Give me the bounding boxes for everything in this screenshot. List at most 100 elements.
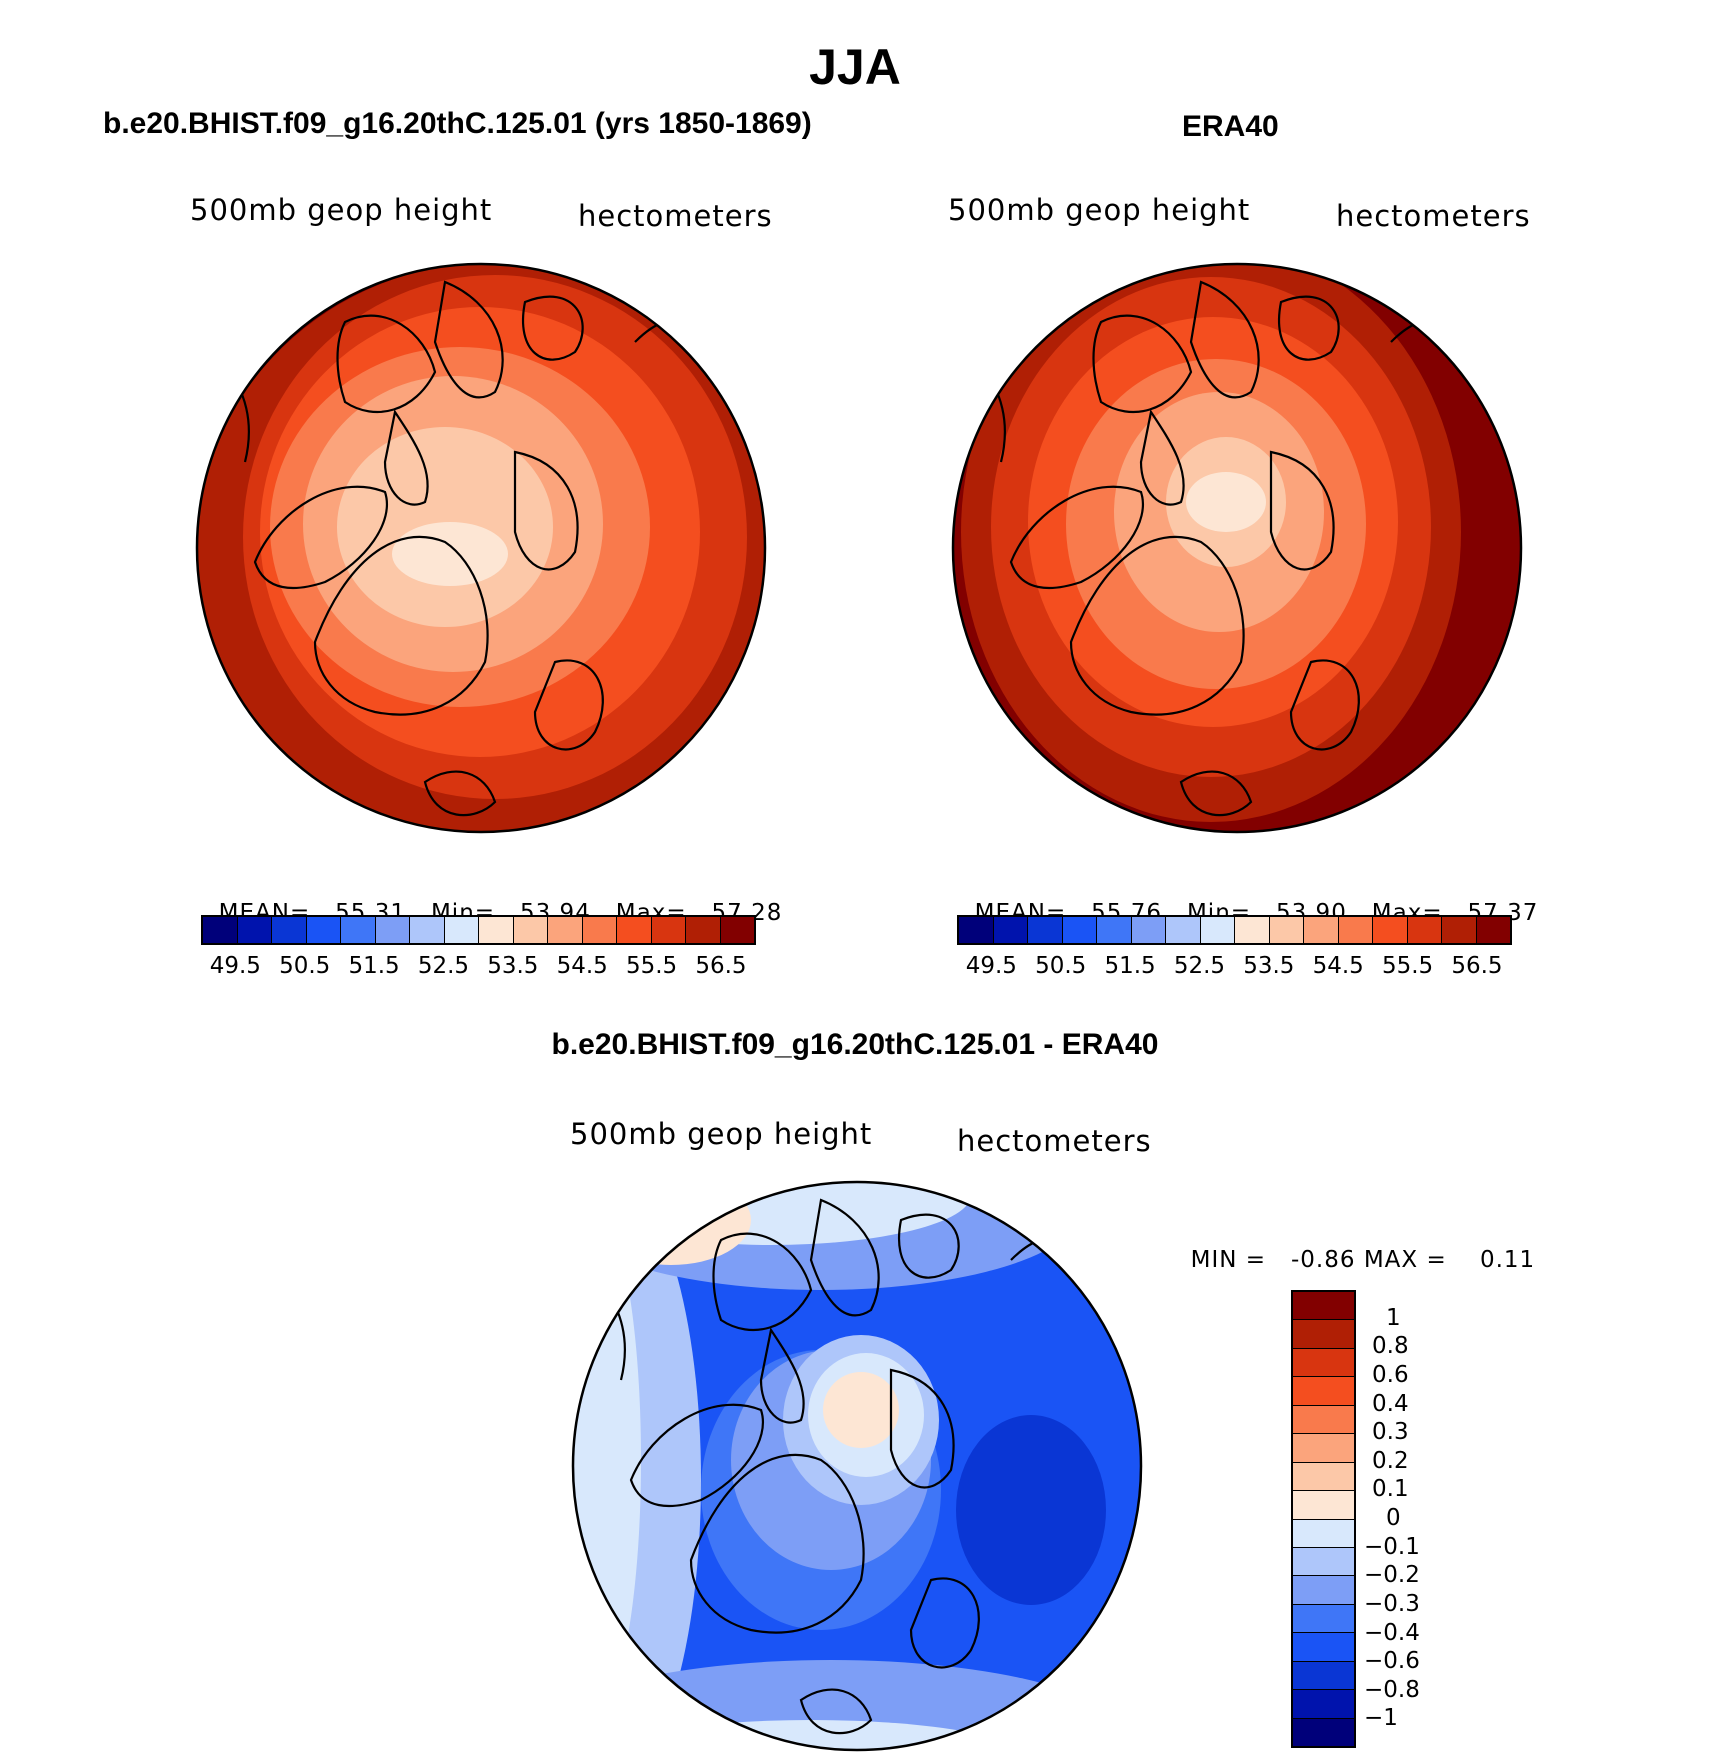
panel3-colorbar (1291, 1290, 1356, 1748)
panel1-variable-label: 500mb geop height (190, 193, 493, 227)
panel3-colorbar-swatch (1293, 1405, 1354, 1435)
panel2-colorbar-swatch (1269, 917, 1304, 943)
panel2-colorbar-tick-label: 50.5 (1035, 953, 1087, 979)
panel1-colorbar-swatch (686, 917, 721, 943)
panel2-colorbar-swatch (1028, 917, 1063, 943)
panel3-colorbar-tick-label: −0.1 (1364, 1533, 1420, 1560)
panel3-min-label: MIN = (1190, 1247, 1267, 1273)
panel2-colorbar (957, 915, 1512, 945)
panel2-contour-53 (1186, 472, 1266, 532)
panel2-colorbar-swatch (1166, 917, 1201, 943)
panel2-colorbar-tick-label: 56.5 (1451, 953, 1503, 979)
panel3-polar-map (571, 1180, 1143, 1752)
panel3-colorbar-swatch (1293, 1690, 1354, 1719)
panel3-colorbar-tick-label: 0.2 (1372, 1447, 1409, 1474)
panel1-colorbar-swatch (444, 917, 479, 943)
panel3-colorbar-tick-label: 0.1 (1372, 1476, 1409, 1503)
panel2-colorbar-swatch (993, 917, 1028, 943)
panel2-coastlines (980, 280, 1452, 817)
panel1-colorbar-swatch (237, 917, 272, 943)
panel1-colorbar-swatch (306, 917, 341, 943)
panel3-colorbar-tick-label: 0.4 (1372, 1390, 1409, 1417)
panel1-colorbar-tick-label: 52.5 (417, 953, 470, 979)
panel2-colorbar-swatch (1442, 917, 1477, 943)
panel3-contour-neg0.1-outer (573, 1200, 641, 1720)
figure-title: JJA (809, 39, 901, 95)
panel3-colorbar-swatch (1293, 1604, 1354, 1634)
panel1-colorbar-tick-label: 54.5 (556, 953, 608, 979)
panel3-colorbar-swatch (1293, 1633, 1354, 1662)
panel2-colorbar-tick-label: 49.5 (965, 953, 1017, 979)
panel2-colorbar-tick-label: 55.5 (1381, 953, 1434, 979)
panel2-colorbar-tick-label: 53.5 (1243, 953, 1295, 979)
panel1-colorbar-swatch (479, 917, 514, 943)
panel1-colorbar-tick-label: 50.5 (279, 953, 331, 979)
panel3-max-value: 0.11 (1479, 1247, 1536, 1273)
panel2-colorbar-swatch (1131, 917, 1166, 943)
panel1-colorbar-swatch (272, 917, 307, 943)
panel3-max-label: MAX = (1363, 1247, 1447, 1273)
panel3-colorbar-tick-label: 0.3 (1372, 1419, 1409, 1446)
panel3-colorbar-tick-label: −0.6 (1364, 1648, 1420, 1675)
panel2-colorbar-tick-label: 51.5 (1104, 953, 1156, 979)
panel2-colorbar-swatch (1476, 917, 1510, 943)
panel1-contour-53 (392, 522, 508, 586)
panel3-colorbar-tick-label: −0.4 (1364, 1619, 1420, 1646)
panel2-colorbar-swatch (1373, 917, 1408, 943)
panel1-colorbar-swatch (375, 917, 410, 943)
panel2-colorbar-swatch (1200, 917, 1235, 943)
panel2-polar-map (951, 262, 1523, 834)
panel3-colorbar-tick-label: −0.8 (1364, 1676, 1420, 1703)
panel2-colorbar-tick-label: 52.5 (1173, 953, 1226, 979)
panel3-colorbar-swatch (1293, 1292, 1354, 1321)
panel1-polar-map (195, 262, 767, 834)
panel3-colorbar-swatch (1293, 1348, 1354, 1378)
panel3-variable-label: 500mb geop height (570, 1117, 873, 1151)
panel3-colorbar-tick-label: 0.8 (1372, 1333, 1409, 1360)
panel3-colorbar-tick-label: −1 (1364, 1705, 1398, 1732)
panel1-colorbar-swatch (548, 917, 583, 943)
panel3-colorbar-tick-label: −0.3 (1364, 1590, 1420, 1617)
panel2-colorbar-swatch (1407, 917, 1442, 943)
panel2-colorbar-swatch (1304, 917, 1339, 943)
panel1-colorbar-swatch (617, 917, 652, 943)
panel2-variable-label: 500mb geop height (948, 193, 1251, 227)
panel3-contour-0 (823, 1372, 899, 1448)
panel1-colorbar-swatch (341, 917, 376, 943)
panel3-units-label: hectometers (957, 1124, 1152, 1158)
panel3-colorbar-swatch (1293, 1718, 1354, 1746)
panel1-colorbar-ticks: 49.5 50.5 51.5 52.5 53.5 54.5 55.5 56.5 (201, 953, 756, 983)
panel3-colorbar-swatch (1293, 1320, 1354, 1349)
panel3-colorbar-tick-label: 1 (1386, 1304, 1401, 1331)
panel1-colorbar-tick-label: 56.5 (695, 953, 747, 979)
panel1-colorbar-swatch (720, 917, 754, 943)
panel1-colorbar-swatch (410, 917, 445, 943)
panel2-colorbar-swatch (1338, 917, 1373, 943)
panel1-colorbar-tick-label: 53.5 (487, 953, 539, 979)
panel3-colorbar-tick-label: −0.2 (1364, 1562, 1420, 1589)
panel3-contour-neg0.8 (956, 1415, 1106, 1605)
panel3-colorbar-tick-label: 0 (1386, 1505, 1401, 1531)
panel1-title: b.e20.BHIST.f09_g16.20thC.125.01 (yrs 18… (103, 107, 812, 140)
panel2-colorbar-tick-label: 54.5 (1312, 953, 1364, 979)
panel1-colorbar-tick-label: 51.5 (348, 953, 400, 979)
panel3-colorbar-swatch (1293, 1576, 1354, 1605)
panel3-stats: MIN = -0.86 MAX = 0.11 (1174, 1221, 1535, 1273)
panel3-colorbar-swatch (1293, 1519, 1354, 1548)
panel1-colorbar-swatch (513, 917, 548, 943)
panel2-colorbar-swatch (1235, 917, 1270, 943)
panel1-colorbar-swatch (203, 917, 238, 943)
panel3-coastlines (600, 1198, 1072, 1735)
panel3-colorbar-swatch (1293, 1434, 1354, 1463)
panel3-colorbar-swatch (1293, 1462, 1354, 1492)
panel1-colorbar-tick-label: 49.5 (209, 953, 261, 979)
panel3-colorbar-swatch (1293, 1491, 1354, 1520)
panel2-colorbar-ticks: 49.5 50.5 51.5 52.5 53.5 54.5 55.5 56.5 (957, 953, 1512, 983)
panel1-colorbar-swatch (582, 917, 617, 943)
panel3-colorbar-swatch (1293, 1547, 1354, 1577)
panel3-colorbar-ticks: 1 0.8 0.6 0.4 0.3 0.2 0.1 0 −0.1 −0.2 −0.3 −0.4 −0.6… (1364, 1290, 1464, 1748)
panel2-units-label: hectometers (1336, 199, 1531, 233)
panel2-colorbar-swatch (1097, 917, 1132, 943)
panel1-colorbar-tick-label: 55.5 (625, 953, 678, 979)
panel3-colorbar-tick-label: 0.6 (1372, 1361, 1409, 1388)
